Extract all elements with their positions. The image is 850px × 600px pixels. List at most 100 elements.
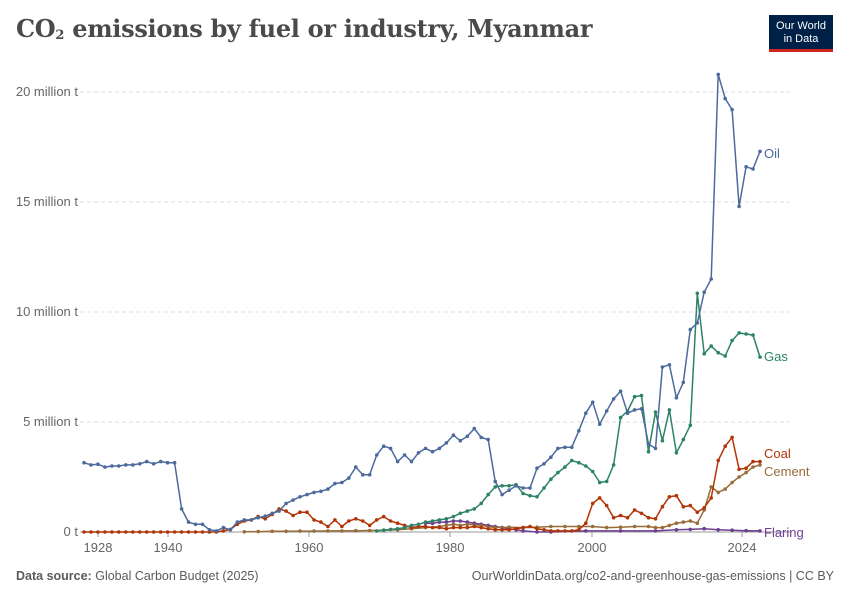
data-point-cement [577,524,581,529]
x-tick-label: 1928 [84,540,113,555]
data-point-coal [82,530,86,534]
data-point-oil [200,522,205,527]
data-point-gas [416,522,421,527]
data-point-coal [347,519,351,523]
data-point-oil [744,165,748,169]
data-point-flaring [451,519,456,523]
data-point-coal [263,517,268,521]
data-point-cement [298,529,302,533]
data-point-oil [340,480,344,485]
data-point-oil [437,446,442,451]
data-point-oil [367,473,372,477]
data-point-gas [730,338,734,343]
data-point-gas [451,514,456,519]
data-point-gas [639,393,644,398]
data-point-gas [751,333,755,337]
data-point-cement [744,470,748,475]
data-point-coal [172,530,177,534]
data-point-oil [82,460,86,465]
data-point-coal [528,524,532,529]
data-point-oil [103,465,107,469]
x-tick-label: 2024 [728,540,757,555]
series-label-oil: Oil [764,146,780,161]
data-point-oil [151,462,156,466]
data-point-oil [395,459,400,464]
chart-title: CO2 emissions by fuel or industry, Myanm… [16,14,593,43]
data-point-flaring [758,529,762,533]
data-point-coal [193,530,198,534]
data-point-oil [416,451,421,455]
data-point-coal [138,530,142,534]
data-point-coal [326,524,330,529]
data-point-coal [702,506,706,510]
data-point-oil [556,446,560,451]
data-point-cement [326,529,330,533]
data-point-gas [563,465,567,469]
data-point-gas [709,344,713,348]
data-point-oil [354,465,358,469]
data-point-gas [507,484,511,488]
data-point-coal [340,524,344,529]
data-point-coal [165,530,170,534]
data-point-coal [507,528,511,532]
data-point-coal [284,509,288,513]
data-point-coal [744,466,748,471]
data-point-cement [549,524,553,529]
data-point-coal [423,524,428,529]
y-tick-label: 5 million t [23,414,78,429]
data-point-coal [604,503,609,508]
data-point-gas [409,523,414,528]
data-point-oil [611,397,616,401]
data-point-coal [597,496,602,500]
data-point-gas [597,480,602,485]
data-point-gas [688,423,693,428]
data-point-oil [361,473,365,477]
data-point-coal [751,459,755,464]
data-point-gas [556,470,560,475]
data-point-coal [590,501,595,506]
owid-logo[interactable]: Our World in Data [769,15,833,52]
series-label-gas: Gas [764,349,788,364]
data-point-cement [367,528,372,533]
data-point-oil [110,464,114,468]
data-point-coal [625,515,630,520]
data-point-coal [737,467,741,472]
data-point-oil [298,495,302,499]
y-tick-label: 0 t [64,524,79,539]
footer-url[interactable]: OurWorldinData.org/co2-and-greenhouse-ga… [471,569,834,583]
y-tick-label: 10 million t [16,304,79,319]
data-point-oil [542,462,546,466]
data-point-oil [193,522,198,527]
data-point-cement [674,521,679,525]
data-point-oil [319,489,323,494]
data-point-oil [214,529,219,533]
data-point-coal [500,528,504,532]
series-line-gas [376,292,761,532]
data-point-coal [667,495,672,499]
data-point-coal [688,503,693,508]
data-point-flaring [653,529,658,533]
data-point-flaring [688,527,693,532]
data-point-coal [381,514,386,519]
data-point-oil [235,520,240,524]
data-source-link[interactable]: Global Carbon Budget (2025) [95,569,259,583]
data-point-coal [556,529,560,533]
data-point-coal [486,526,491,531]
data-point-cement [563,524,567,529]
data-point-oil [758,149,762,154]
data-point-coal [179,530,184,534]
data-point-coal [374,518,379,522]
data-point-oil [570,445,574,450]
data-point-oil [528,486,532,490]
data-point-gas [577,460,581,465]
data-point-cement [646,524,651,529]
data-point-gas [521,491,525,496]
data-point-cement [723,487,727,491]
data-point-coal [437,525,442,530]
data-point-oil [444,441,449,445]
data-point-coal [549,529,553,533]
data-point-oil [263,514,268,518]
data-point-coal [758,459,762,464]
data-point-coal [521,525,525,530]
data-point-oil [590,400,595,405]
